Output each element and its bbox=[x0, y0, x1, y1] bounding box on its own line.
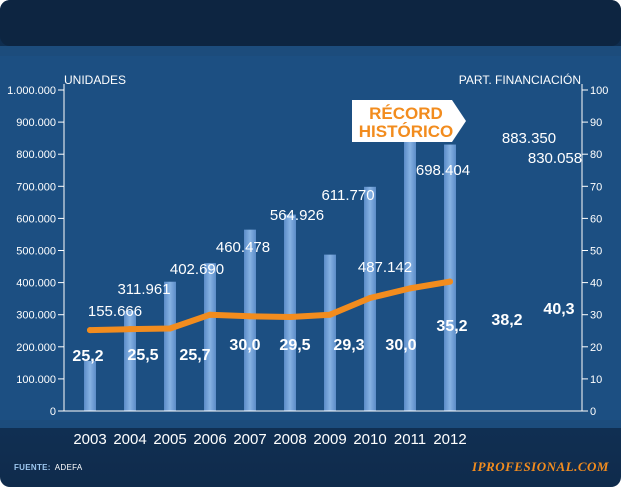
bar bbox=[204, 263, 216, 411]
line-point bbox=[167, 326, 173, 332]
line-point bbox=[407, 285, 413, 291]
footer-source-value: ADEFA bbox=[55, 463, 83, 472]
line-point bbox=[127, 326, 133, 332]
right-tick-label: 50 bbox=[590, 246, 602, 258]
bar-value-label: 698.404 bbox=[416, 162, 470, 179]
line-value-label: 25,2 bbox=[72, 348, 103, 365]
category-label: 2012 bbox=[433, 431, 466, 448]
left-tick-label: 500.000 bbox=[16, 246, 56, 258]
line-point bbox=[287, 314, 293, 320]
category-label: 2007 bbox=[233, 431, 266, 448]
line-value-label: 29,3 bbox=[333, 337, 364, 354]
line-value-label: 38,2 bbox=[491, 312, 522, 329]
category-label: 2003 bbox=[73, 431, 106, 448]
category-label: 2006 bbox=[193, 431, 226, 448]
category-label: 2004 bbox=[113, 431, 146, 448]
left-tick-label: 0 bbox=[50, 406, 56, 418]
line-point bbox=[247, 313, 253, 319]
bar bbox=[244, 230, 256, 411]
left-tick-label: 200.000 bbox=[16, 342, 56, 354]
bar-value-label: 830.058 bbox=[528, 150, 582, 167]
left-tick-label: 300.000 bbox=[16, 310, 56, 322]
left-axis-title: UNIDADES bbox=[64, 73, 126, 87]
line-point bbox=[447, 279, 453, 285]
bar-value-label: 155.666 bbox=[88, 303, 142, 320]
left-tick-label: 400.000 bbox=[16, 278, 56, 290]
line-value-label: 30,0 bbox=[229, 337, 260, 354]
line-value-label: 25,5 bbox=[127, 347, 158, 364]
bar-value-label: 311.961 bbox=[117, 281, 170, 298]
left-tick-label: 600.000 bbox=[16, 213, 56, 225]
right-tick-label: 0 bbox=[590, 406, 596, 418]
right-tick-label: 60 bbox=[590, 213, 602, 225]
left-tick-label: 1.000.000 bbox=[7, 85, 56, 97]
right-tick-label: 100 bbox=[590, 85, 608, 97]
right-tick-label: 90 bbox=[590, 117, 602, 129]
bar bbox=[324, 255, 336, 411]
bar-value-label: 883.350 bbox=[502, 130, 556, 147]
bar-value-label: 460.478 bbox=[216, 239, 270, 256]
line-point bbox=[87, 327, 93, 333]
line-point bbox=[207, 312, 213, 318]
chart-frame: 0 100.000 200.000 300.000 400.000 500.000 600.… bbox=[0, 0, 621, 487]
right-tick-label: 70 bbox=[590, 181, 602, 193]
bar-value-label: 487.142 bbox=[358, 259, 412, 276]
left-tick-label: 100.000 bbox=[16, 374, 56, 386]
line-value-label: 35,2 bbox=[436, 318, 467, 335]
left-tick-label: 800.000 bbox=[16, 149, 56, 161]
line-value-label: 30,0 bbox=[385, 337, 416, 354]
right-tick-label: 80 bbox=[590, 149, 602, 161]
bar bbox=[84, 361, 96, 411]
left-tick-label: 900.000 bbox=[16, 117, 56, 129]
right-tick-label: 40 bbox=[590, 278, 602, 290]
bar bbox=[444, 145, 456, 411]
chart-canvas: 0 100.000 200.000 300.000 400.000 500.000 600.… bbox=[0, 0, 621, 487]
brand-logo: IPROFESIONAL.COM bbox=[472, 459, 609, 475]
line-point bbox=[327, 312, 333, 318]
bar bbox=[164, 282, 176, 411]
bar bbox=[284, 215, 296, 411]
record-callout-line1: RÉCORD bbox=[369, 104, 443, 123]
right-tick-label: 30 bbox=[590, 310, 602, 322]
right-axis-title: PART. FINANCIACIÓN bbox=[459, 72, 581, 87]
category-label: 2009 bbox=[313, 431, 346, 448]
category-label: 2005 bbox=[153, 431, 186, 448]
bar-value-label: 611.770 bbox=[321, 187, 374, 204]
right-tick-label: 20 bbox=[590, 342, 602, 354]
category-label: 2008 bbox=[273, 431, 306, 448]
bar-value-label: 402.690 bbox=[170, 261, 224, 278]
footer-source: FUENTE: ADEFA bbox=[14, 463, 83, 472]
right-tick-label: 10 bbox=[590, 374, 602, 386]
record-callout: RÉCORD HISTÓRICO bbox=[352, 100, 466, 142]
line-value-label: 29,5 bbox=[279, 337, 310, 354]
category-label: 2011 bbox=[394, 431, 426, 448]
record-callout-line2: HISTÓRICO bbox=[359, 122, 453, 141]
footer-source-label: FUENTE: bbox=[14, 463, 51, 472]
bar-value-label: 564.926 bbox=[270, 207, 324, 224]
left-tick-label: 700.000 bbox=[16, 181, 56, 193]
line-value-label: 40,3 bbox=[543, 301, 574, 318]
category-label: 2010 bbox=[353, 431, 386, 448]
title-band bbox=[0, 0, 621, 46]
line-value-label: 25,7 bbox=[179, 347, 210, 364]
line-point bbox=[367, 295, 373, 301]
